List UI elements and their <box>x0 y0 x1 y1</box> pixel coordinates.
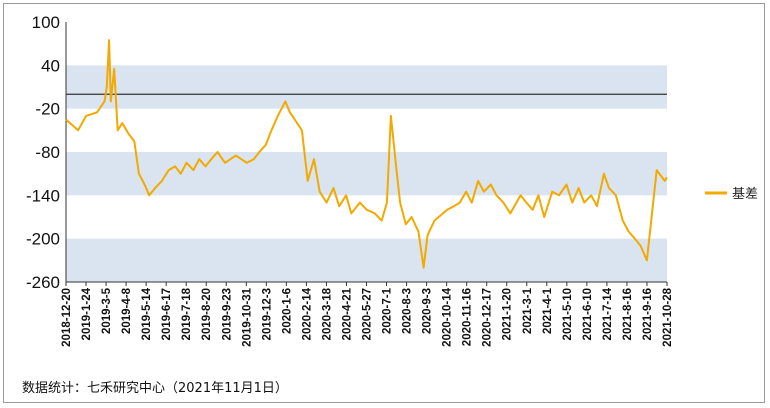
x-tick-label: 2019-5-14 <box>141 287 153 340</box>
x-tick-label: 2021-3-1 <box>522 287 534 334</box>
x-tick-label: 2020-7-1 <box>382 287 394 334</box>
x-tick-label: 2021-7-14 <box>602 287 614 340</box>
y-tick-label: -260 <box>26 273 60 292</box>
x-tick-label: 2021-5-10 <box>562 288 574 340</box>
y-tick-label: -20 <box>35 100 60 119</box>
y-tick-label: 100 <box>32 13 60 32</box>
x-tick-label: 2020-11-16 <box>462 288 474 346</box>
shaded-band-2 <box>66 238 667 282</box>
x-tick-label: 2020-3-18 <box>321 287 333 340</box>
legend-label-basis: 基差 <box>732 186 758 201</box>
y-tick-label: -200 <box>26 230 60 249</box>
series-line-basis <box>65 39 668 269</box>
x-tick-label: 2019-9-23 <box>221 288 233 340</box>
x-tick-label: 2020-9-3 <box>422 288 434 334</box>
x-tick-label: 2020-2-14 <box>301 287 313 340</box>
x-tick-label: 2019-8-20 <box>201 288 213 340</box>
shaded-band-0 <box>66 65 667 109</box>
x-tick-label: 2019-3-5 <box>101 287 113 334</box>
source-note: 数据统计：七禾研究中心（2021年11月1日） <box>22 381 288 396</box>
x-tick-label: 2020-10-14 <box>442 287 454 346</box>
x-axis-ticks: 2018-12-20 2019-1-24 2019-3-5 2019-4-8 2019-… <box>61 282 674 347</box>
x-tick-label: 2021-6-10 <box>582 288 594 340</box>
x-tick-label: 2021-1-20 <box>502 288 514 340</box>
y-axis-ticks: 100 40 -20 -80 -140 -200 -260 <box>26 13 60 292</box>
legend: 基差 <box>705 186 758 201</box>
shaded-band-1 <box>66 152 667 196</box>
x-tick-label: 2020-1-6 <box>281 288 293 334</box>
x-tick-label: 2020-4-21 <box>341 287 353 340</box>
shaded-bands <box>66 65 667 282</box>
x-tick-label: 2019-6-17 <box>161 288 173 340</box>
y-tick-label: -80 <box>35 143 60 162</box>
x-tick-label: 2021-8-16 <box>622 288 634 340</box>
x-tick-label: 2019-12-3 <box>261 288 273 340</box>
x-tick-label: 2019-7-18 <box>181 287 193 340</box>
x-tick-label: 2021-4-1 <box>542 287 554 334</box>
y-tick-label: -140 <box>26 186 60 205</box>
x-tick-label: 2021-9-16 <box>642 288 654 340</box>
x-tick-label: 2018-12-20 <box>61 288 73 347</box>
x-tick-label: 2020-5-27 <box>362 288 374 340</box>
x-tick-label: 2019-10-31 <box>241 287 253 346</box>
x-tick-label: 2020-12-17 <box>482 288 494 347</box>
x-tick-label: 2020-8-3 <box>402 288 414 334</box>
x-tick-label: 2019-1-24 <box>81 287 93 340</box>
y-tick-label: 40 <box>41 56 60 75</box>
x-tick-label: 2019-4-8 <box>121 287 133 334</box>
x-tick-label: 2021-10-28 <box>662 287 674 346</box>
